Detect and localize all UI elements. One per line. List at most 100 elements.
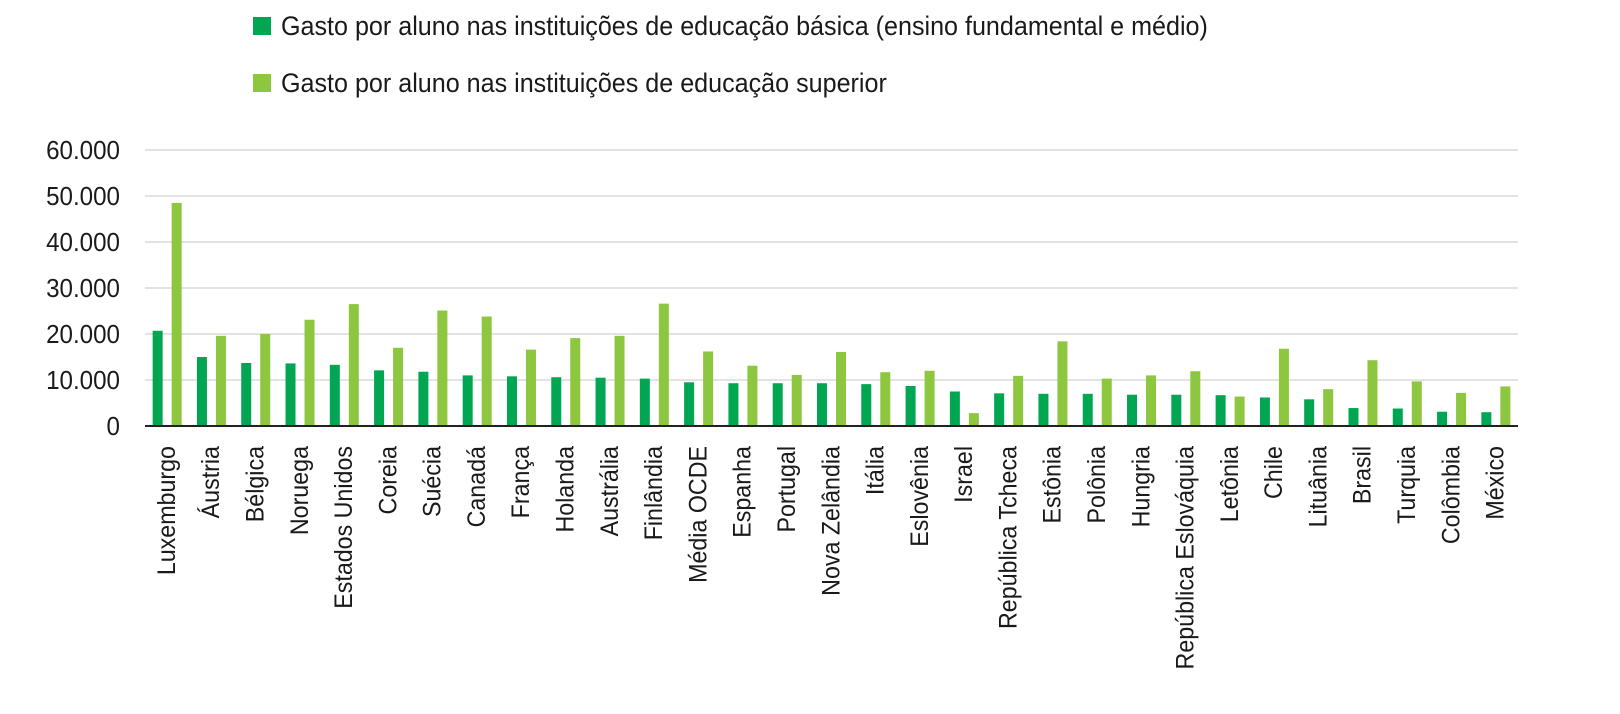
y-tick-label: 40.000 — [46, 228, 120, 257]
x-tick-label: Turquia — [1393, 445, 1421, 523]
x-tick-label: República Tcheca — [995, 445, 1023, 629]
bar-higher-noruega — [304, 319, 315, 426]
bar-group-brasil — [1348, 360, 1378, 426]
x-tick-label: Canadá — [463, 445, 491, 527]
bar-group-israel — [949, 391, 979, 426]
bar-higher-republica-tcheca — [1013, 375, 1024, 426]
bar-basic-hungria — [1127, 394, 1138, 426]
bar-basic-italia — [861, 384, 872, 426]
bar-group-australia — [595, 335, 625, 426]
bar-higher-chile — [1278, 348, 1289, 426]
bar-higher-franca — [525, 349, 536, 426]
x-tick-label: Israel — [950, 446, 978, 503]
x-tick-label: Polônia — [1083, 445, 1111, 523]
bar-higher-republica-eslovaquia — [1190, 371, 1201, 426]
x-tick-label: França — [507, 445, 535, 518]
y-tick-label: 0 — [107, 412, 120, 441]
bar-higher-belgica — [260, 334, 271, 426]
x-tick-label: Itália — [862, 445, 890, 495]
bar-basic-portugal — [772, 383, 783, 426]
bar-basic-luxemburgo — [152, 330, 163, 426]
y-tick-label: 10.000 — [46, 366, 120, 395]
bar-higher-colombia — [1456, 392, 1467, 426]
x-tick-label: México — [1482, 446, 1510, 520]
bar-group-republica-eslovaquia — [1171, 371, 1201, 426]
legend-item-higher-education: Gasto por aluno nas instituições de educ… — [253, 67, 1278, 98]
x-tick-label: Austrália — [596, 445, 624, 536]
bar-higher-turquia — [1411, 381, 1422, 426]
x-tick-label: Estônia — [1039, 445, 1067, 523]
x-tick-label: Noruega — [286, 445, 314, 535]
bar-group-noruega — [285, 319, 315, 426]
bar-group-letonia — [1215, 395, 1245, 426]
bar-group-eslovenia — [905, 370, 935, 426]
x-tick-label: Portugal — [773, 446, 801, 533]
legend-swatch-higher-education — [253, 74, 271, 92]
bar-group-finlandia — [639, 303, 669, 426]
bar-group-austria — [196, 335, 226, 426]
bar-basic-colombia — [1437, 411, 1448, 426]
bar-group-franca — [506, 349, 536, 426]
bar-group-luxemburgo — [152, 202, 182, 426]
bar-higher-lituania — [1323, 389, 1334, 426]
bar-basic-australia — [595, 377, 606, 426]
legend-label-basic-education: Gasto por aluno nas instituições de educ… — [281, 10, 1208, 41]
bar-group-lituania — [1304, 389, 1334, 426]
bar-basic-nova-zelandia — [817, 383, 827, 426]
x-tick-label: Lituânia — [1305, 445, 1333, 527]
bar-higher-eslovenia — [924, 370, 935, 426]
bar-higher-espanha — [747, 365, 758, 426]
x-tick-label: Espanha — [729, 445, 757, 537]
bar-group-belgica — [241, 334, 271, 426]
bar-basic-austria — [196, 357, 207, 426]
bar-basic-estonia — [1038, 393, 1049, 426]
legend: Gasto por aluno nas instituições de educ… — [253, 10, 1278, 126]
legend-label-higher-education: Gasto por aluno nas instituições de educ… — [281, 67, 887, 98]
bar-higher-luxemburgo — [171, 202, 182, 426]
bars — [152, 202, 1511, 426]
bar-basic-canada — [462, 375, 473, 426]
x-axis-tick-labels: Luxemburgo Áustria Bélgica Noruega Estados U… — [153, 445, 1510, 669]
bar-basic-republica-eslovaquia — [1171, 394, 1182, 426]
bar-higher-nova-zelandia — [836, 351, 846, 426]
x-tick-label: Colômbia — [1438, 445, 1466, 544]
bar-group-holanda — [551, 338, 581, 426]
bar-group-turquia — [1392, 381, 1422, 426]
bar-basic-republica-tcheca — [994, 393, 1005, 426]
x-tick-label: Bélgica — [242, 445, 270, 522]
bar-basic-coreia — [374, 370, 385, 426]
x-tick-label: Coreia — [375, 445, 403, 514]
bar-higher-hungria — [1146, 375, 1157, 426]
y-axis-tick-labels: 0 10.000 20.000 30.000 40.000 50.000 60.000 — [46, 136, 120, 441]
bar-basic-brasil — [1348, 408, 1359, 426]
bar-group-hungria — [1127, 375, 1157, 426]
bar-group-republica-tcheca — [994, 375, 1024, 426]
bar-basic-polonia — [1082, 393, 1093, 426]
bar-higher-media-ocde — [703, 351, 714, 426]
bar-group-portugal — [772, 374, 802, 426]
x-tick-label: Hungria — [1128, 445, 1156, 527]
bar-basic-espanha — [728, 383, 739, 426]
x-tick-label: Média OCDE — [685, 446, 713, 583]
bar-basic-suecia — [418, 371, 429, 426]
bar-basic-estados-unidos — [329, 364, 340, 426]
x-tick-label: Chile — [1260, 446, 1288, 499]
bar-group-media-ocde — [684, 351, 714, 426]
bar-higher-suecia — [437, 310, 448, 426]
bar-basic-noruega — [285, 363, 296, 426]
bar-higher-holanda — [570, 338, 581, 426]
bar-group-estados-unidos — [329, 304, 359, 426]
bar-higher-portugal — [791, 374, 802, 426]
x-tick-label: Nova Zelândia — [818, 445, 846, 595]
bar-higher-brasil — [1367, 360, 1378, 426]
bar-basic-media-ocde — [684, 382, 695, 426]
bar-group-nova-zelandia — [817, 351, 846, 426]
x-tick-label: República Eslováquia — [1172, 445, 1200, 669]
y-tick-label: 20.000 — [46, 320, 120, 349]
bar-group-colombia — [1437, 392, 1467, 426]
bar-basic-letonia — [1215, 395, 1226, 426]
bar-group-coreia — [374, 347, 404, 426]
bar-higher-estonia — [1057, 341, 1068, 426]
